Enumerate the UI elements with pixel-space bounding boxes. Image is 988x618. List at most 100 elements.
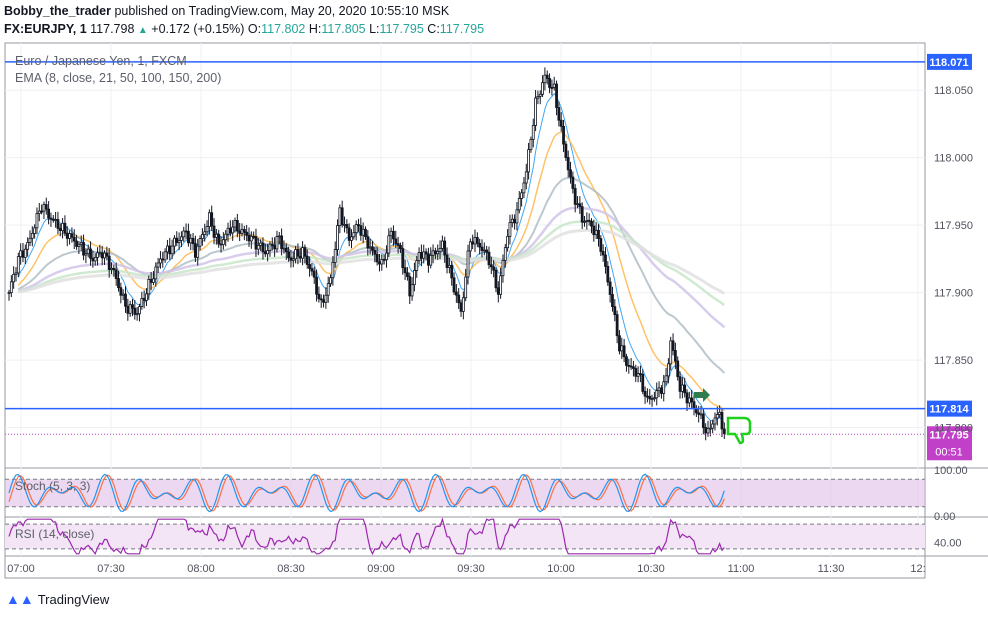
- stoch-lines: [8, 473, 725, 513]
- candle: [326, 276, 330, 303]
- candle: [331, 256, 335, 286]
- brand-name: TradingView: [37, 591, 110, 607]
- candle: [112, 264, 116, 277]
- candle: [534, 90, 537, 132]
- candle: [333, 241, 337, 268]
- candle: [452, 272, 456, 295]
- candle: [198, 235, 202, 251]
- candle: [154, 262, 158, 287]
- candle: [138, 303, 141, 322]
- candle: [161, 251, 165, 268]
- drawing-markers[interactable]: [694, 388, 752, 445]
- candle: [350, 229, 353, 249]
- candle: [354, 220, 358, 241]
- low-label: L:: [369, 22, 380, 36]
- candle: [683, 377, 687, 398]
- candle: [527, 142, 530, 180]
- candle: [501, 254, 505, 283]
- candle: [221, 232, 225, 250]
- tradingview-logo[interactable]: ▲▲ TradingView: [6, 591, 109, 607]
- candle: [347, 223, 351, 247]
- candle: [173, 235, 176, 255]
- price-tick-label: 117.800: [934, 423, 973, 435]
- candle: [660, 385, 663, 399]
- horizontal-line-price-label: 117.814: [929, 404, 969, 416]
- candle: [117, 270, 120, 292]
- candle: [415, 255, 419, 278]
- candle: [478, 238, 482, 255]
- candle: [366, 230, 370, 256]
- candle: [175, 231, 179, 247]
- candle: [131, 298, 134, 317]
- candle: [145, 288, 148, 307]
- candle: [56, 211, 60, 235]
- published-text: published on TradingView.com, May 20, 20…: [114, 4, 450, 18]
- candle: [562, 119, 565, 153]
- candle: [585, 212, 589, 230]
- time-tick-label: 12:: [910, 563, 925, 575]
- candle: [713, 412, 717, 431]
- candle: [275, 230, 279, 253]
- thumbs-down-icon[interactable]: [726, 416, 752, 445]
- candle: [583, 215, 586, 227]
- time-tick-label: 07:00: [7, 563, 35, 575]
- candle: [715, 406, 719, 426]
- candle: [489, 256, 493, 275]
- open-value: 117.802: [261, 22, 306, 36]
- candle: [655, 382, 659, 406]
- candle: [438, 240, 442, 260]
- candle: [450, 260, 454, 286]
- candle: [482, 242, 486, 256]
- rsi-value-line: [8, 517, 725, 556]
- candle: [359, 217, 363, 241]
- candle: [343, 216, 346, 233]
- time-tick-label: 07:30: [97, 563, 125, 575]
- author-name[interactable]: Bobby_the_trader: [4, 4, 111, 18]
- rsi-line: [8, 517, 725, 556]
- candle: [287, 246, 291, 262]
- candle: [170, 239, 174, 260]
- candle: [690, 389, 694, 409]
- candle: [266, 243, 270, 262]
- tradingview-logo-icon: ▲▲: [6, 591, 34, 607]
- candle: [291, 251, 295, 268]
- horizontal-lines[interactable]: 118.071 117.814 117.795 00:51: [5, 53, 972, 461]
- candle: [557, 101, 561, 127]
- candle: [168, 237, 172, 261]
- candle: [93, 253, 97, 266]
- candle: [196, 239, 200, 266]
- candle: [722, 422, 726, 439]
- candle: [608, 277, 612, 303]
- candle: [107, 248, 111, 278]
- candle: [373, 246, 377, 263]
- time-tick-label: 11:00: [728, 563, 755, 575]
- candle: [625, 353, 628, 372]
- candle: [508, 214, 512, 245]
- candle: [494, 267, 498, 293]
- candle: [522, 177, 526, 199]
- candle: [492, 260, 496, 278]
- arrow-right-icon[interactable]: [694, 388, 710, 402]
- candle: [193, 235, 197, 262]
- candle: [135, 307, 139, 321]
- candle: [49, 212, 53, 227]
- rsi-band-fill: [5, 524, 925, 549]
- candle: [485, 245, 489, 261]
- time-tick-label: 09:30: [457, 563, 485, 575]
- candles[interactable]: [7, 67, 726, 441]
- horizontal-line-price-tag: [927, 400, 972, 417]
- candle: [126, 298, 130, 321]
- candle: [256, 237, 260, 256]
- candle: [662, 374, 666, 402]
- candle: [408, 272, 412, 305]
- ema-line-8: [17, 92, 725, 424]
- candle: [9, 275, 13, 298]
- candle: [440, 235, 444, 252]
- candle: [692, 395, 696, 416]
- candle: [352, 225, 356, 240]
- candle: [385, 245, 388, 268]
- candle: [35, 207, 39, 235]
- candle: [622, 338, 626, 363]
- candle: [459, 299, 463, 317]
